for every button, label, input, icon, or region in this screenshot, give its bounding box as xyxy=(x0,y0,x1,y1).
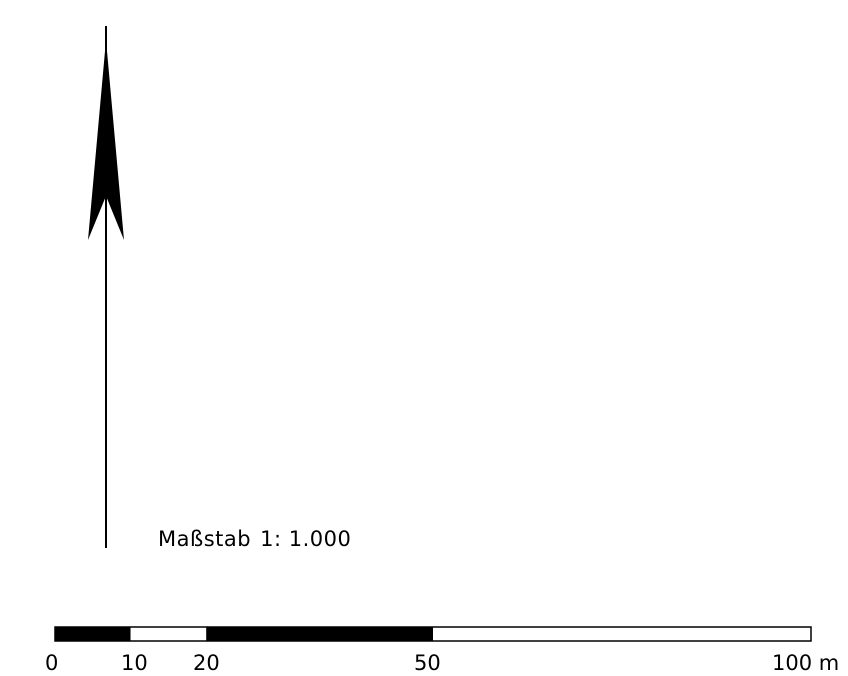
scale-bar xyxy=(0,620,848,650)
scale-label-ratio: 1: 1.000 xyxy=(260,527,351,551)
scale-bar-segment-50-100 xyxy=(433,627,811,641)
scale-bar-segment-0-10 xyxy=(55,627,131,641)
scale-tick-50: 50 xyxy=(414,650,441,676)
scale-label-prefix: Maßstab xyxy=(158,527,251,551)
scale-tick-0: 0 xyxy=(45,650,58,676)
scale-tick-20: 20 xyxy=(193,650,220,676)
scale-label: Maßstab 1: 1.000 xyxy=(158,526,351,552)
scale-bar-segment-20-50 xyxy=(206,627,433,641)
north-arrow-icon xyxy=(0,0,140,560)
scale-tick-10: 10 xyxy=(121,650,148,676)
scale-tick-100: 100 m xyxy=(772,650,839,676)
scale-bar-segment-10-20 xyxy=(131,627,207,641)
